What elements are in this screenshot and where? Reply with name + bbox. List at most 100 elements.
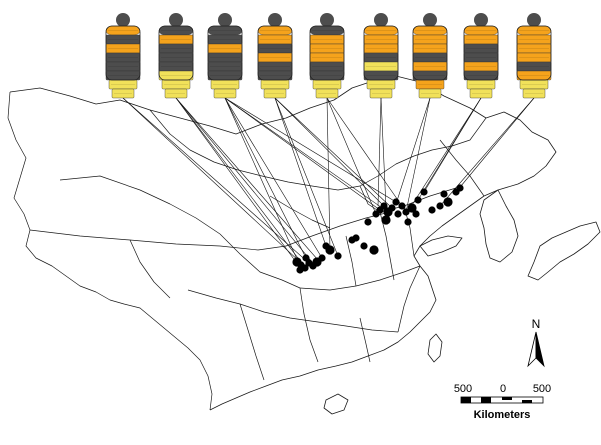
- locality-dot: [296, 266, 304, 274]
- leader-line: [274, 97, 327, 247]
- leader-line: [326, 97, 403, 207]
- leader-line: [175, 97, 305, 267]
- locality-dot: [436, 202, 444, 210]
- bee-outline: [309, 25, 345, 81]
- leader-line: [274, 97, 393, 209]
- shandong-coast: [419, 235, 463, 257]
- bee-outline: [257, 25, 293, 81]
- locality-dot: [318, 254, 326, 262]
- bee-outline: [463, 25, 499, 81]
- bee-band-yellow: [263, 88, 287, 99]
- bee-head: [423, 13, 437, 27]
- scale-unit-label: Kilometers: [474, 409, 531, 421]
- bee-pattern-1: [105, 13, 141, 99]
- locality-dot: [394, 210, 402, 218]
- scale-label-right: 500: [533, 383, 551, 395]
- locality-dot: [412, 210, 420, 218]
- taiwan-island: [427, 333, 443, 363]
- leader-line: [224, 97, 381, 211]
- bee-pattern-3: [207, 13, 243, 99]
- north-arrow-label: N: [532, 317, 541, 331]
- bee-head: [169, 13, 183, 27]
- bee-band-yellow: [111, 88, 135, 99]
- mongolia-border: [149, 109, 487, 191]
- bee-band-yellow: [522, 88, 546, 99]
- bee-head: [218, 13, 232, 27]
- leader-line: [175, 97, 319, 261]
- japan-islands: [527, 221, 601, 281]
- hainan-island: [323, 393, 349, 415]
- locality-dot: [325, 245, 335, 255]
- bee-band-yellow: [315, 88, 339, 99]
- bee-head: [474, 13, 488, 27]
- leader-line: [175, 97, 297, 263]
- locality-dot: [428, 206, 436, 214]
- bee-band-yellow: [369, 88, 393, 99]
- locality-dot: [392, 198, 400, 206]
- china-outline-map: [7, 75, 601, 415]
- locality-dot: [404, 218, 412, 226]
- bee-outline: [412, 25, 448, 81]
- bee-outline: [105, 25, 141, 81]
- locality-dot: [414, 196, 422, 204]
- locality-dot: [369, 245, 379, 255]
- bee-outline: [158, 25, 194, 81]
- leader-line: [224, 97, 389, 213]
- korea-peninsula: [479, 189, 519, 263]
- bee-pattern-6: [363, 13, 399, 99]
- leader-line: [405, 97, 431, 213]
- leader-line: [439, 97, 535, 207]
- locality-dot: [352, 234, 360, 242]
- province-boundaries: [29, 139, 485, 381]
- locality-dot: [440, 190, 448, 198]
- west-boundary: [7, 91, 213, 411]
- bee-pattern-5: [309, 13, 345, 99]
- locality-dot: [380, 202, 388, 210]
- locality-dot: [402, 208, 410, 216]
- leader-line: [224, 97, 301, 267]
- leader-line: [395, 97, 431, 205]
- bee-head: [268, 13, 282, 27]
- bee-band-yellow: [213, 88, 237, 99]
- scale-bar-graphic: [460, 396, 544, 404]
- bee-pattern-4: [257, 13, 293, 99]
- leader-line: [326, 97, 377, 215]
- pattern-leader-lines: [122, 97, 535, 267]
- color-pattern-diagrams: [105, 13, 552, 99]
- scale-label-left: 500: [454, 383, 472, 395]
- bee-pattern-9: [516, 13, 552, 99]
- bee-pattern-7: [412, 13, 448, 99]
- locality-dot: [364, 218, 372, 226]
- leader-line: [380, 97, 387, 209]
- locality-dot: [381, 215, 391, 225]
- locality-dot: [407, 203, 417, 213]
- bee-band-yellow: [164, 88, 188, 99]
- bee-outline: [207, 25, 243, 81]
- locality-dot: [360, 242, 368, 250]
- leader-line: [175, 97, 313, 263]
- bee-head: [320, 13, 334, 27]
- bee-head: [374, 13, 388, 27]
- locality-dot: [456, 184, 464, 192]
- locality-dot: [420, 188, 428, 196]
- country-boundary: [9, 75, 557, 411]
- leader-line: [377, 97, 382, 207]
- bee-head: [116, 13, 130, 27]
- leader-line: [224, 97, 307, 259]
- bee-outline: [516, 25, 552, 81]
- locality-dot: [388, 204, 396, 212]
- locality-dot: [334, 252, 342, 260]
- leader-line: [455, 97, 535, 193]
- bee-head: [527, 13, 541, 27]
- bee-band-yellow: [469, 88, 493, 99]
- leader-line: [122, 97, 311, 265]
- locality-dots: [292, 184, 464, 274]
- bee-band-yellow: [418, 88, 442, 99]
- leader-line: [326, 97, 331, 251]
- scale-label-center: 0: [500, 383, 506, 395]
- north-arrow: N: [527, 317, 545, 368]
- scale-bar: 500 0 500 Kilometers: [454, 383, 551, 421]
- leader-line: [274, 97, 339, 257]
- locality-dot: [398, 202, 406, 210]
